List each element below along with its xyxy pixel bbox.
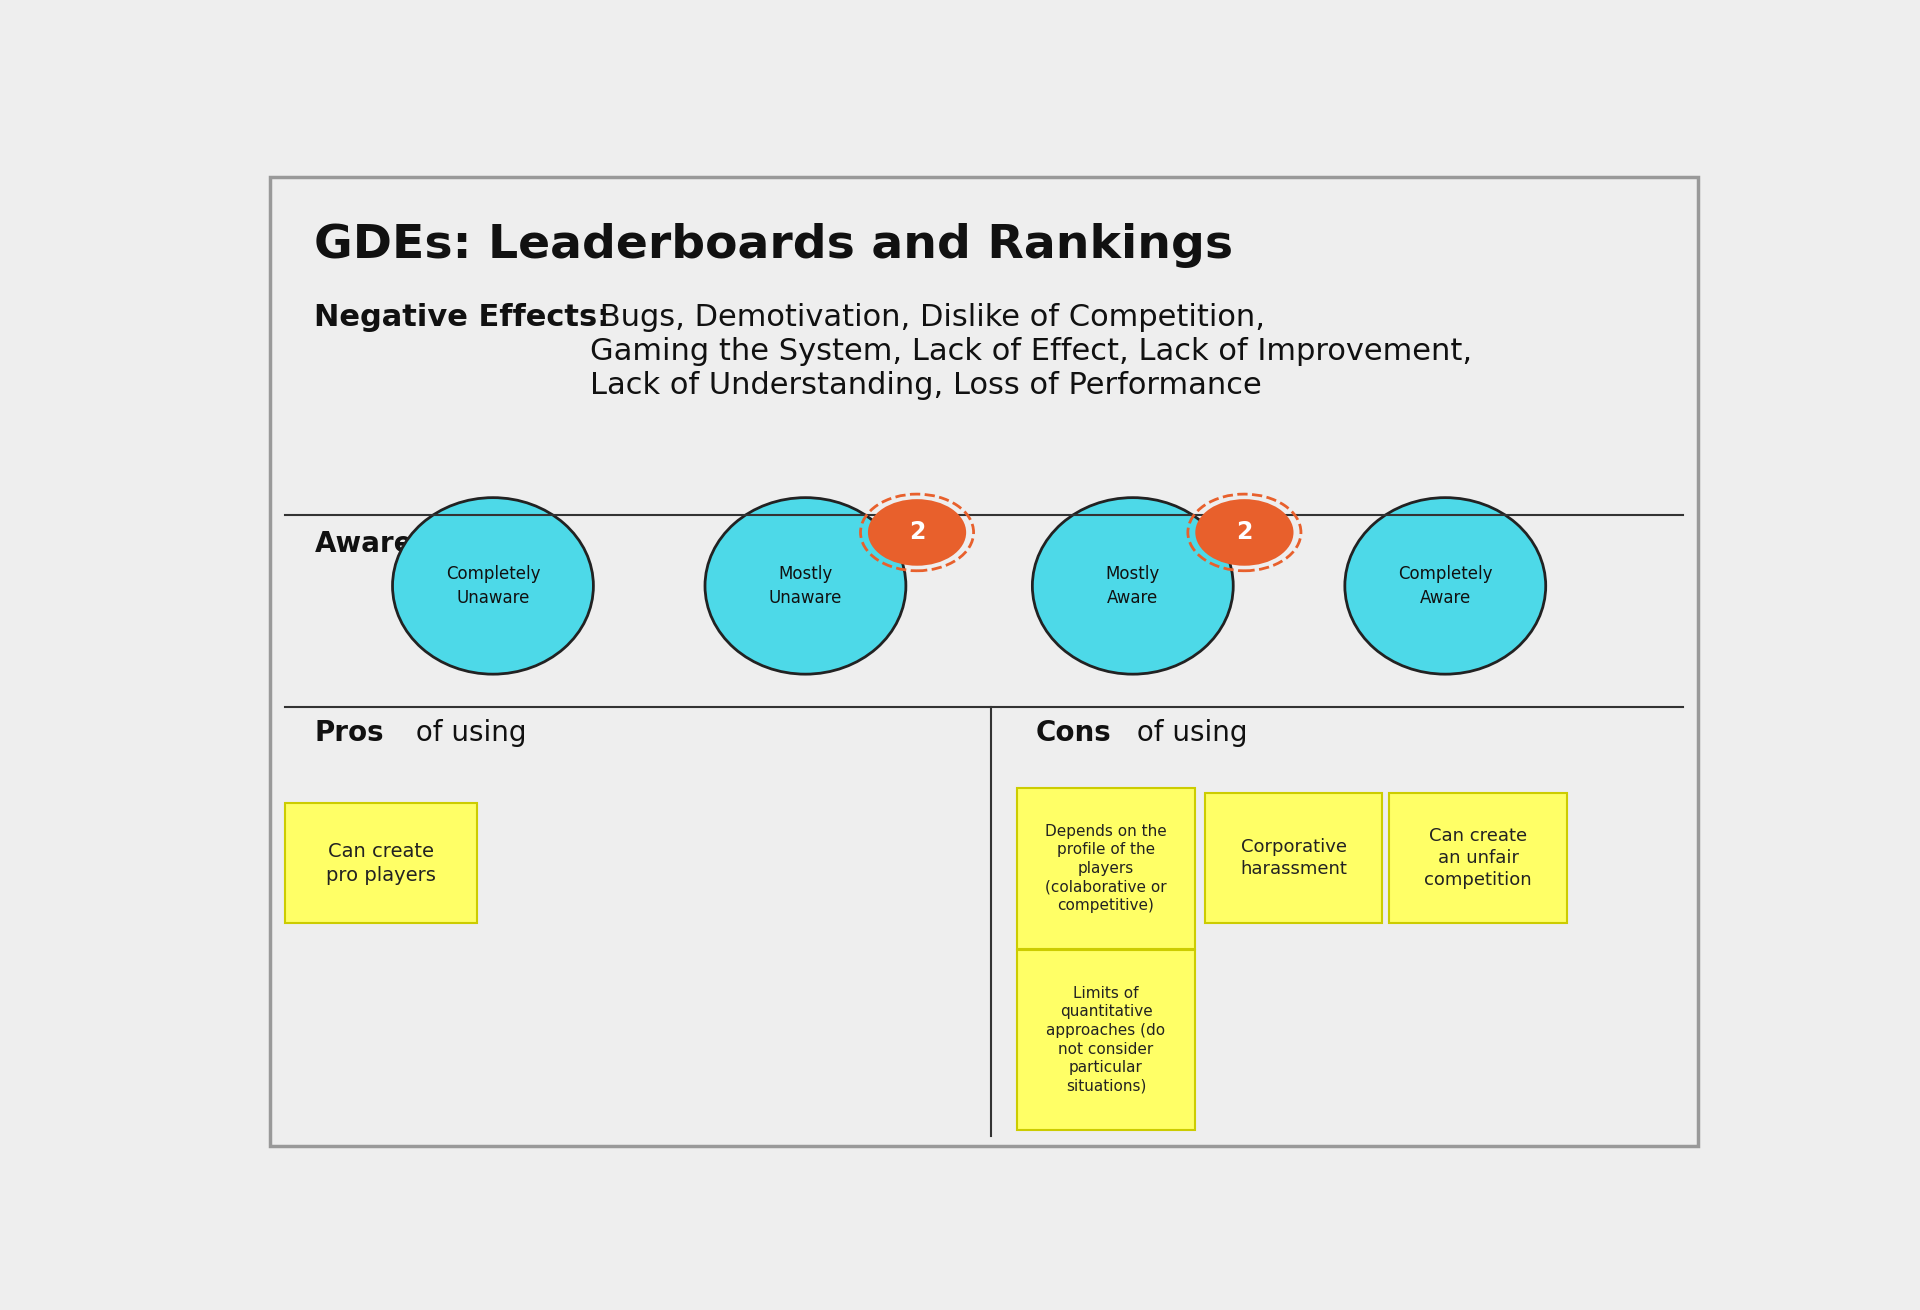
Text: 2: 2	[908, 520, 925, 545]
FancyBboxPatch shape	[1390, 793, 1567, 924]
Text: Can create
pro players: Can create pro players	[326, 842, 436, 884]
Text: Cons: Cons	[1037, 719, 1112, 747]
Ellipse shape	[705, 498, 906, 675]
Text: Depends on the
profile of the
players
(colaborative or
competitive): Depends on the profile of the players (c…	[1044, 824, 1167, 913]
FancyBboxPatch shape	[286, 803, 478, 924]
Text: Limits of
quantitative
approaches (do
not consider
particular
situations): Limits of quantitative approaches (do no…	[1046, 986, 1165, 1094]
Circle shape	[1196, 499, 1294, 566]
Text: Awareness: Awareness	[315, 531, 484, 558]
Text: 2: 2	[1236, 520, 1252, 545]
Text: Mostly
Unaware: Mostly Unaware	[768, 565, 843, 607]
FancyBboxPatch shape	[269, 177, 1697, 1146]
Text: Bugs, Demotivation, Dislike of Competition,
Gaming the System, Lack of Effect, L: Bugs, Demotivation, Dislike of Competiti…	[589, 304, 1473, 400]
FancyBboxPatch shape	[1206, 793, 1382, 924]
Text: Negative Effects:: Negative Effects:	[315, 304, 611, 333]
FancyBboxPatch shape	[1018, 950, 1194, 1131]
Text: Corporative
harassment: Corporative harassment	[1240, 838, 1348, 878]
Text: Completely
Aware: Completely Aware	[1398, 565, 1492, 607]
Text: Mostly
Aware: Mostly Aware	[1106, 565, 1160, 607]
Ellipse shape	[392, 498, 593, 675]
Text: GDEs: Leaderboards and Rankings: GDEs: Leaderboards and Rankings	[315, 223, 1233, 267]
Ellipse shape	[1033, 498, 1233, 675]
Text: of using: of using	[1129, 719, 1248, 747]
Text: of using: of using	[407, 719, 526, 747]
FancyBboxPatch shape	[1018, 789, 1194, 948]
Text: Completely
Unaware: Completely Unaware	[445, 565, 540, 607]
Text: Can create
an unfair
competition: Can create an unfair competition	[1425, 827, 1532, 889]
Text: Pros: Pros	[315, 719, 384, 747]
Circle shape	[868, 499, 966, 566]
Ellipse shape	[1344, 498, 1546, 675]
